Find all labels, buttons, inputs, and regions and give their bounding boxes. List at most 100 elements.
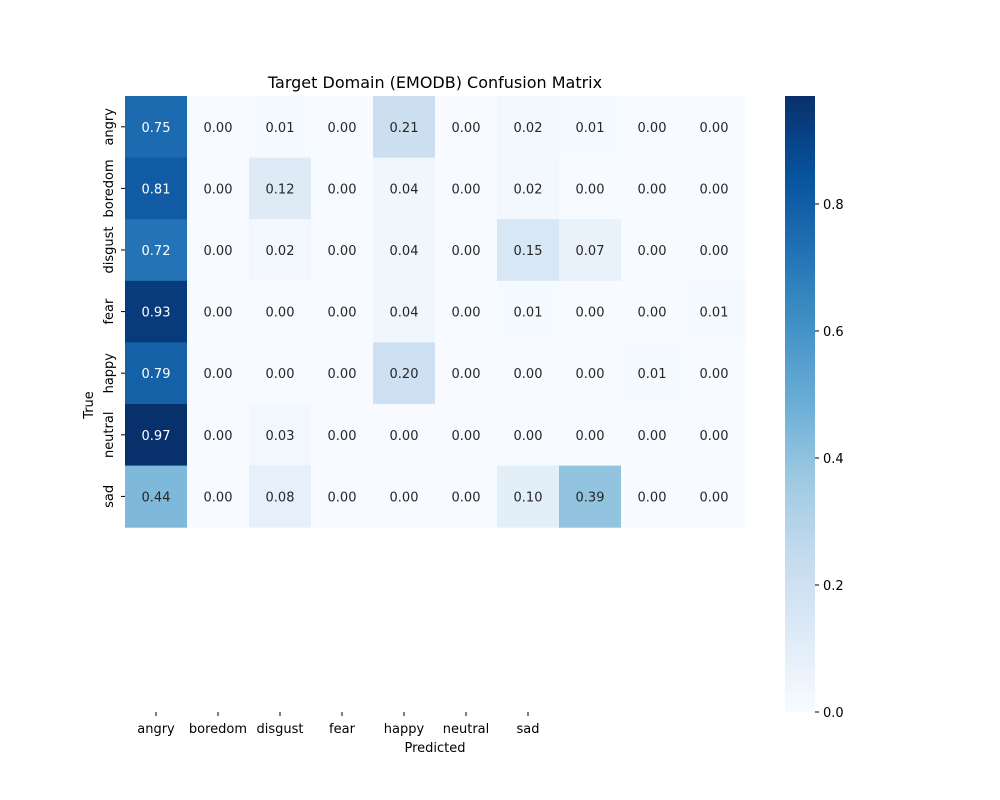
cell-value-label: 0.00 xyxy=(452,244,481,259)
cell-value-label: 0.00 xyxy=(452,182,481,197)
x-axis-ticks: angry boredom disgust fear happy neutral sad xyxy=(137,712,540,737)
cell-value-label: 0.00 xyxy=(514,429,543,444)
cell-value-label: 0.00 xyxy=(700,244,729,259)
cell-value-label: 0.00 xyxy=(328,429,357,444)
heatmap-cell xyxy=(559,219,622,282)
heatmap-cell xyxy=(125,280,188,343)
heatmap-cell xyxy=(683,465,746,528)
heatmap-cell xyxy=(435,157,498,220)
colorbar-tick-label: 0.0 xyxy=(823,706,844,721)
heatmap-cell xyxy=(187,404,250,467)
heatmap-cell xyxy=(559,157,622,220)
y-tick-label: fear xyxy=(102,298,117,325)
heatmap-cell xyxy=(497,157,560,220)
heatmap-cell xyxy=(435,404,498,467)
heatmap-cell xyxy=(249,280,312,343)
heatmap-cell xyxy=(683,404,746,467)
colorbar-tick-label: 0.6 xyxy=(823,325,844,340)
cell-value-label: 0.00 xyxy=(328,306,357,321)
cell-value-label: 0.03 xyxy=(266,429,295,444)
cell-value-label: 0.00 xyxy=(204,121,233,136)
heatmap-cell xyxy=(311,404,374,467)
cell-value-label: 0.02 xyxy=(514,182,543,197)
x-axis-label: Predicted xyxy=(404,741,465,756)
heatmap-cell xyxy=(187,465,250,528)
cell-value-label: 0.00 xyxy=(700,367,729,382)
cell-value-label: 0.00 xyxy=(204,182,233,197)
y-axis-ticks: angry boredom disgust fear happy neutral sad xyxy=(102,108,125,508)
heatmap-cell xyxy=(559,342,622,405)
heatmap-cell xyxy=(683,96,746,159)
cell-value-label: 0.00 xyxy=(452,429,481,444)
heatmap-cell xyxy=(559,404,622,467)
x-tick-label: sad xyxy=(517,722,540,737)
cell-value-label: 0.02 xyxy=(514,121,543,136)
cell-value-label: 0.72 xyxy=(142,244,171,259)
heatmap-cell xyxy=(311,219,374,282)
heatmap-cell xyxy=(683,157,746,220)
heatmap-cell xyxy=(373,404,436,467)
heatmap-cell xyxy=(125,96,188,159)
heatmap-cell xyxy=(621,96,684,159)
cell-value-label: 0.00 xyxy=(576,429,605,444)
cell-value-label: 0.00 xyxy=(328,367,357,382)
heatmap-cell xyxy=(125,465,188,528)
heatmap-cell xyxy=(187,280,250,343)
heatmap-cell xyxy=(125,219,188,282)
heatmap-cell xyxy=(187,342,250,405)
cell-value-label: 0.12 xyxy=(266,182,295,197)
heatmap-cell xyxy=(373,342,436,405)
cell-value-label: 0.01 xyxy=(576,121,605,136)
cell-value-label: 0.00 xyxy=(452,121,481,136)
heatmap-cell xyxy=(683,280,746,343)
cell-value-label: 0.21 xyxy=(390,121,419,136)
cell-value-label: 0.01 xyxy=(514,306,543,321)
x-tick-label: happy xyxy=(384,722,425,737)
cell-value-label: 0.00 xyxy=(204,429,233,444)
cell-value-label: 0.08 xyxy=(266,490,295,505)
heatmap-cell xyxy=(683,219,746,282)
heatmap-cell xyxy=(621,219,684,282)
colorbar-tick-label: 0.4 xyxy=(823,452,844,467)
y-tick-label: disgust xyxy=(102,227,117,274)
heatmap-cell xyxy=(311,96,374,159)
heatmap-cell xyxy=(497,404,560,467)
cell-value-label: 0.00 xyxy=(390,429,419,444)
x-tick-label: neutral xyxy=(443,722,490,737)
heatmap-cell xyxy=(435,96,498,159)
heatmap-cell xyxy=(373,280,436,343)
cell-value-label: 0.81 xyxy=(142,182,171,197)
x-tick-label: disgust xyxy=(257,722,304,737)
heatmap-cell xyxy=(125,157,188,220)
heatmap-cell xyxy=(311,465,374,528)
heatmap-cell xyxy=(249,96,312,159)
cell-value-label: 0.00 xyxy=(700,182,729,197)
heatmap-cell xyxy=(187,219,250,282)
colorbar-ticks: 0.0 0.2 0.4 0.6 0.8 xyxy=(815,198,844,721)
cell-value-label: 0.00 xyxy=(576,306,605,321)
heatmap-cell xyxy=(435,465,498,528)
heatmap-cell xyxy=(435,219,498,282)
cell-value-label: 0.00 xyxy=(204,306,233,321)
heatmap-cell xyxy=(621,280,684,343)
cell-value-label: 0.00 xyxy=(328,121,357,136)
cell-value-label: 0.00 xyxy=(638,244,667,259)
heatmap-cell xyxy=(559,96,622,159)
cell-value-label: 0.93 xyxy=(142,306,171,321)
heatmap-cell xyxy=(435,280,498,343)
heatmap-cell xyxy=(373,465,436,528)
heatmap-cell xyxy=(311,157,374,220)
heatmap-cell xyxy=(311,280,374,343)
cell-value-label: 0.00 xyxy=(204,244,233,259)
heatmap-cell xyxy=(249,465,312,528)
cell-value-label: 0.00 xyxy=(576,182,605,197)
x-tick-label: boredom xyxy=(189,722,247,737)
cell-value-label: 0.00 xyxy=(700,429,729,444)
cell-value-label: 0.04 xyxy=(390,306,419,321)
heatmap-cell xyxy=(621,342,684,405)
cell-value-label: 0.00 xyxy=(514,367,543,382)
heatmap-cell xyxy=(249,404,312,467)
cell-value-label: 0.00 xyxy=(638,429,667,444)
heatmap-cell xyxy=(497,342,560,405)
heatmap-cell xyxy=(249,219,312,282)
